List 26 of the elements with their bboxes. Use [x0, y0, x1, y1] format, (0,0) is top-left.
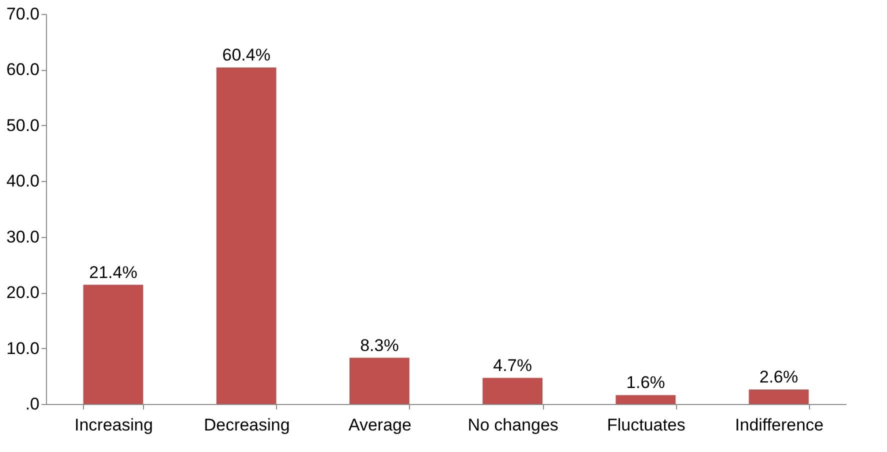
y-tick-label: 30.0: [6, 227, 40, 246]
data-label: 8.3%: [360, 336, 399, 355]
x-tick-label: No changes: [468, 416, 558, 434]
bar: [349, 358, 410, 404]
y-tick-label: .0: [25, 394, 40, 414]
bar: [482, 378, 543, 404]
bar: [616, 395, 676, 404]
bar: [748, 390, 809, 404]
y-tick-label: 50.0: [6, 116, 40, 135]
y-tick-label: 20.0: [6, 283, 40, 302]
x-tick-label: Fluctuates: [606, 416, 686, 434]
x-tick-label: Increasing: [74, 416, 153, 434]
y-tick-label: 40.0: [6, 172, 40, 191]
data-label: 21.4%: [89, 262, 138, 282]
bar: [83, 284, 144, 404]
data-label: 4.7%: [493, 356, 532, 375]
data-label: 2.6%: [759, 368, 798, 387]
data-label: 60.4%: [222, 45, 270, 64]
y-tick-label: 70.0: [6, 4, 40, 24]
x-tick-label: Average: [348, 416, 412, 434]
bar: [216, 67, 276, 404]
x-tick-label: Indifference: [735, 416, 824, 434]
data-label: 1.6%: [626, 373, 666, 392]
y-tick-label: 10.0: [6, 338, 40, 358]
x-tick-label: Decreasing: [204, 416, 290, 434]
y-tick-label: 60.0: [6, 60, 40, 80]
